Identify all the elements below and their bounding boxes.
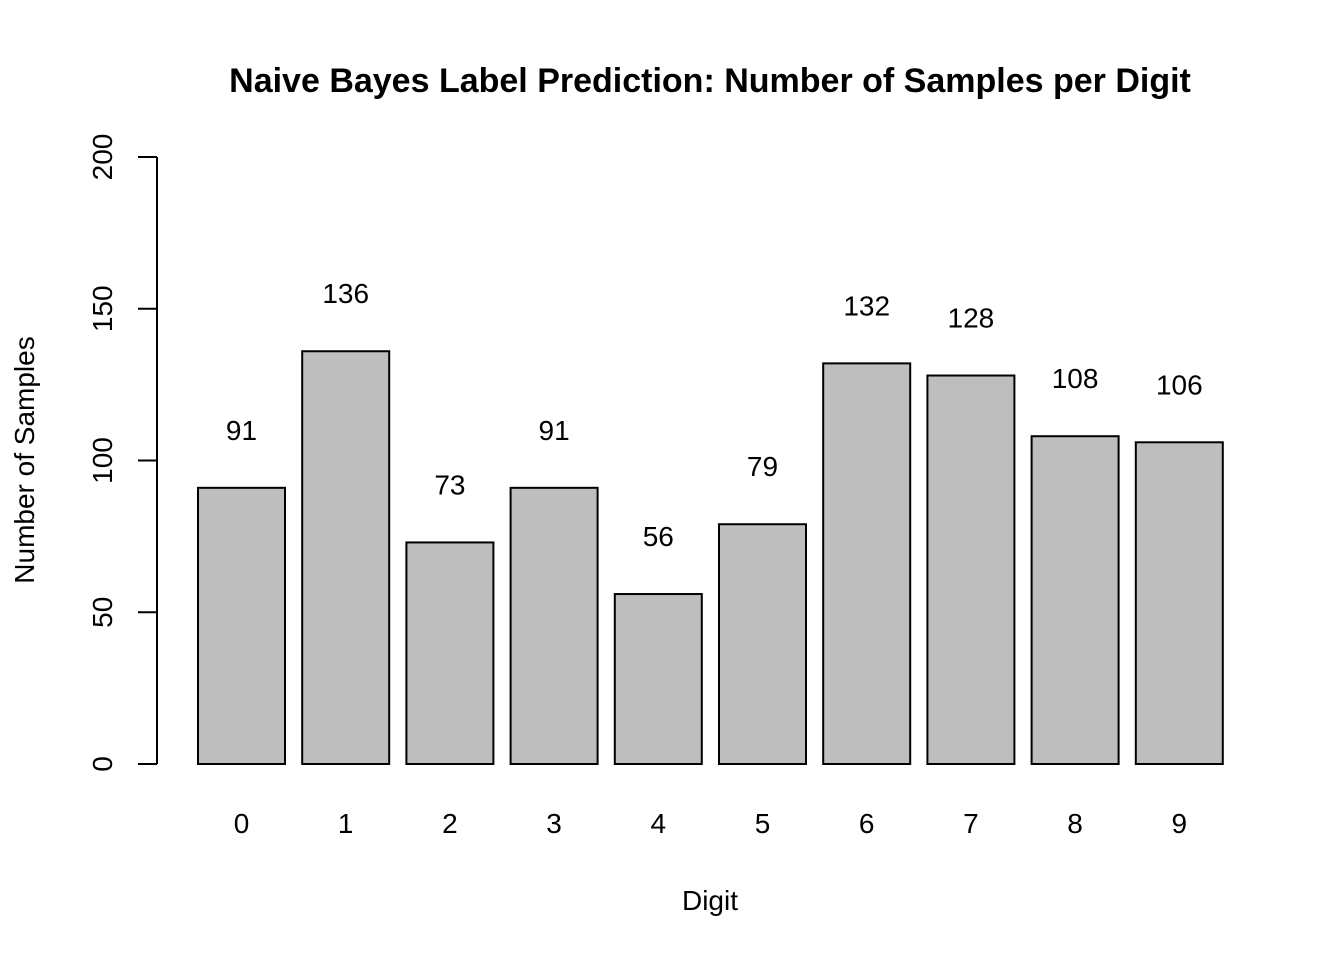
- bar-digit-9: [1134, 441, 1224, 765]
- bar-digit-4: [613, 593, 703, 765]
- data-label: 136: [322, 278, 369, 309]
- bar-digit-5: [718, 523, 807, 765]
- x-tick-label: 7: [963, 808, 979, 839]
- y-tick-label: 150: [87, 285, 118, 332]
- bar-digit-2: [405, 541, 495, 765]
- data-label: 91: [226, 415, 257, 446]
- x-tick-label: 2: [442, 808, 458, 839]
- data-label: 132: [843, 290, 890, 321]
- x-tick-label: 1: [338, 808, 354, 839]
- bar-digit-6: [822, 362, 912, 765]
- data-label: 106: [1156, 369, 1203, 400]
- y-axis: 0 50 100 150 200: [87, 134, 158, 772]
- bar-digit-0: [197, 486, 286, 765]
- data-label: 128: [948, 303, 995, 334]
- x-tick-label: 3: [546, 808, 562, 839]
- x-tick-label: 0: [234, 808, 250, 839]
- data-label: 108: [1052, 363, 1099, 394]
- x-tick-label: 4: [651, 808, 667, 839]
- bar-digit-1: [301, 350, 391, 765]
- y-tick-label: 200: [87, 134, 118, 181]
- data-label: 79: [747, 451, 778, 482]
- x-tick-label: 8: [1067, 808, 1083, 839]
- x-tick-label: 9: [1172, 808, 1188, 839]
- bar-digit-3: [509, 486, 599, 765]
- y-tick-label: 50: [87, 597, 118, 628]
- data-labels-group: 91 136 73 91 56 79 132 128 108 106: [226, 278, 1203, 552]
- chart-title: Naive Bayes Label Prediction: Number of …: [229, 62, 1191, 100]
- x-tick-label: 5: [755, 808, 771, 839]
- bar-digit-8: [1030, 435, 1120, 765]
- x-tick-labels-group: 0 1 2 3 4 5 6 7 8 9: [234, 808, 1187, 839]
- data-label: 91: [539, 415, 570, 446]
- bars-group: [197, 350, 1224, 765]
- x-axis-label: Digit: [682, 885, 738, 916]
- data-label: 73: [434, 469, 465, 500]
- bar-digit-7: [926, 374, 1016, 765]
- y-tick-label: 0: [87, 756, 118, 772]
- x-tick-label: 6: [859, 808, 875, 839]
- y-tick-label: 100: [87, 437, 118, 484]
- data-label: 56: [643, 521, 674, 552]
- y-axis-label: Number of Samples: [9, 336, 40, 583]
